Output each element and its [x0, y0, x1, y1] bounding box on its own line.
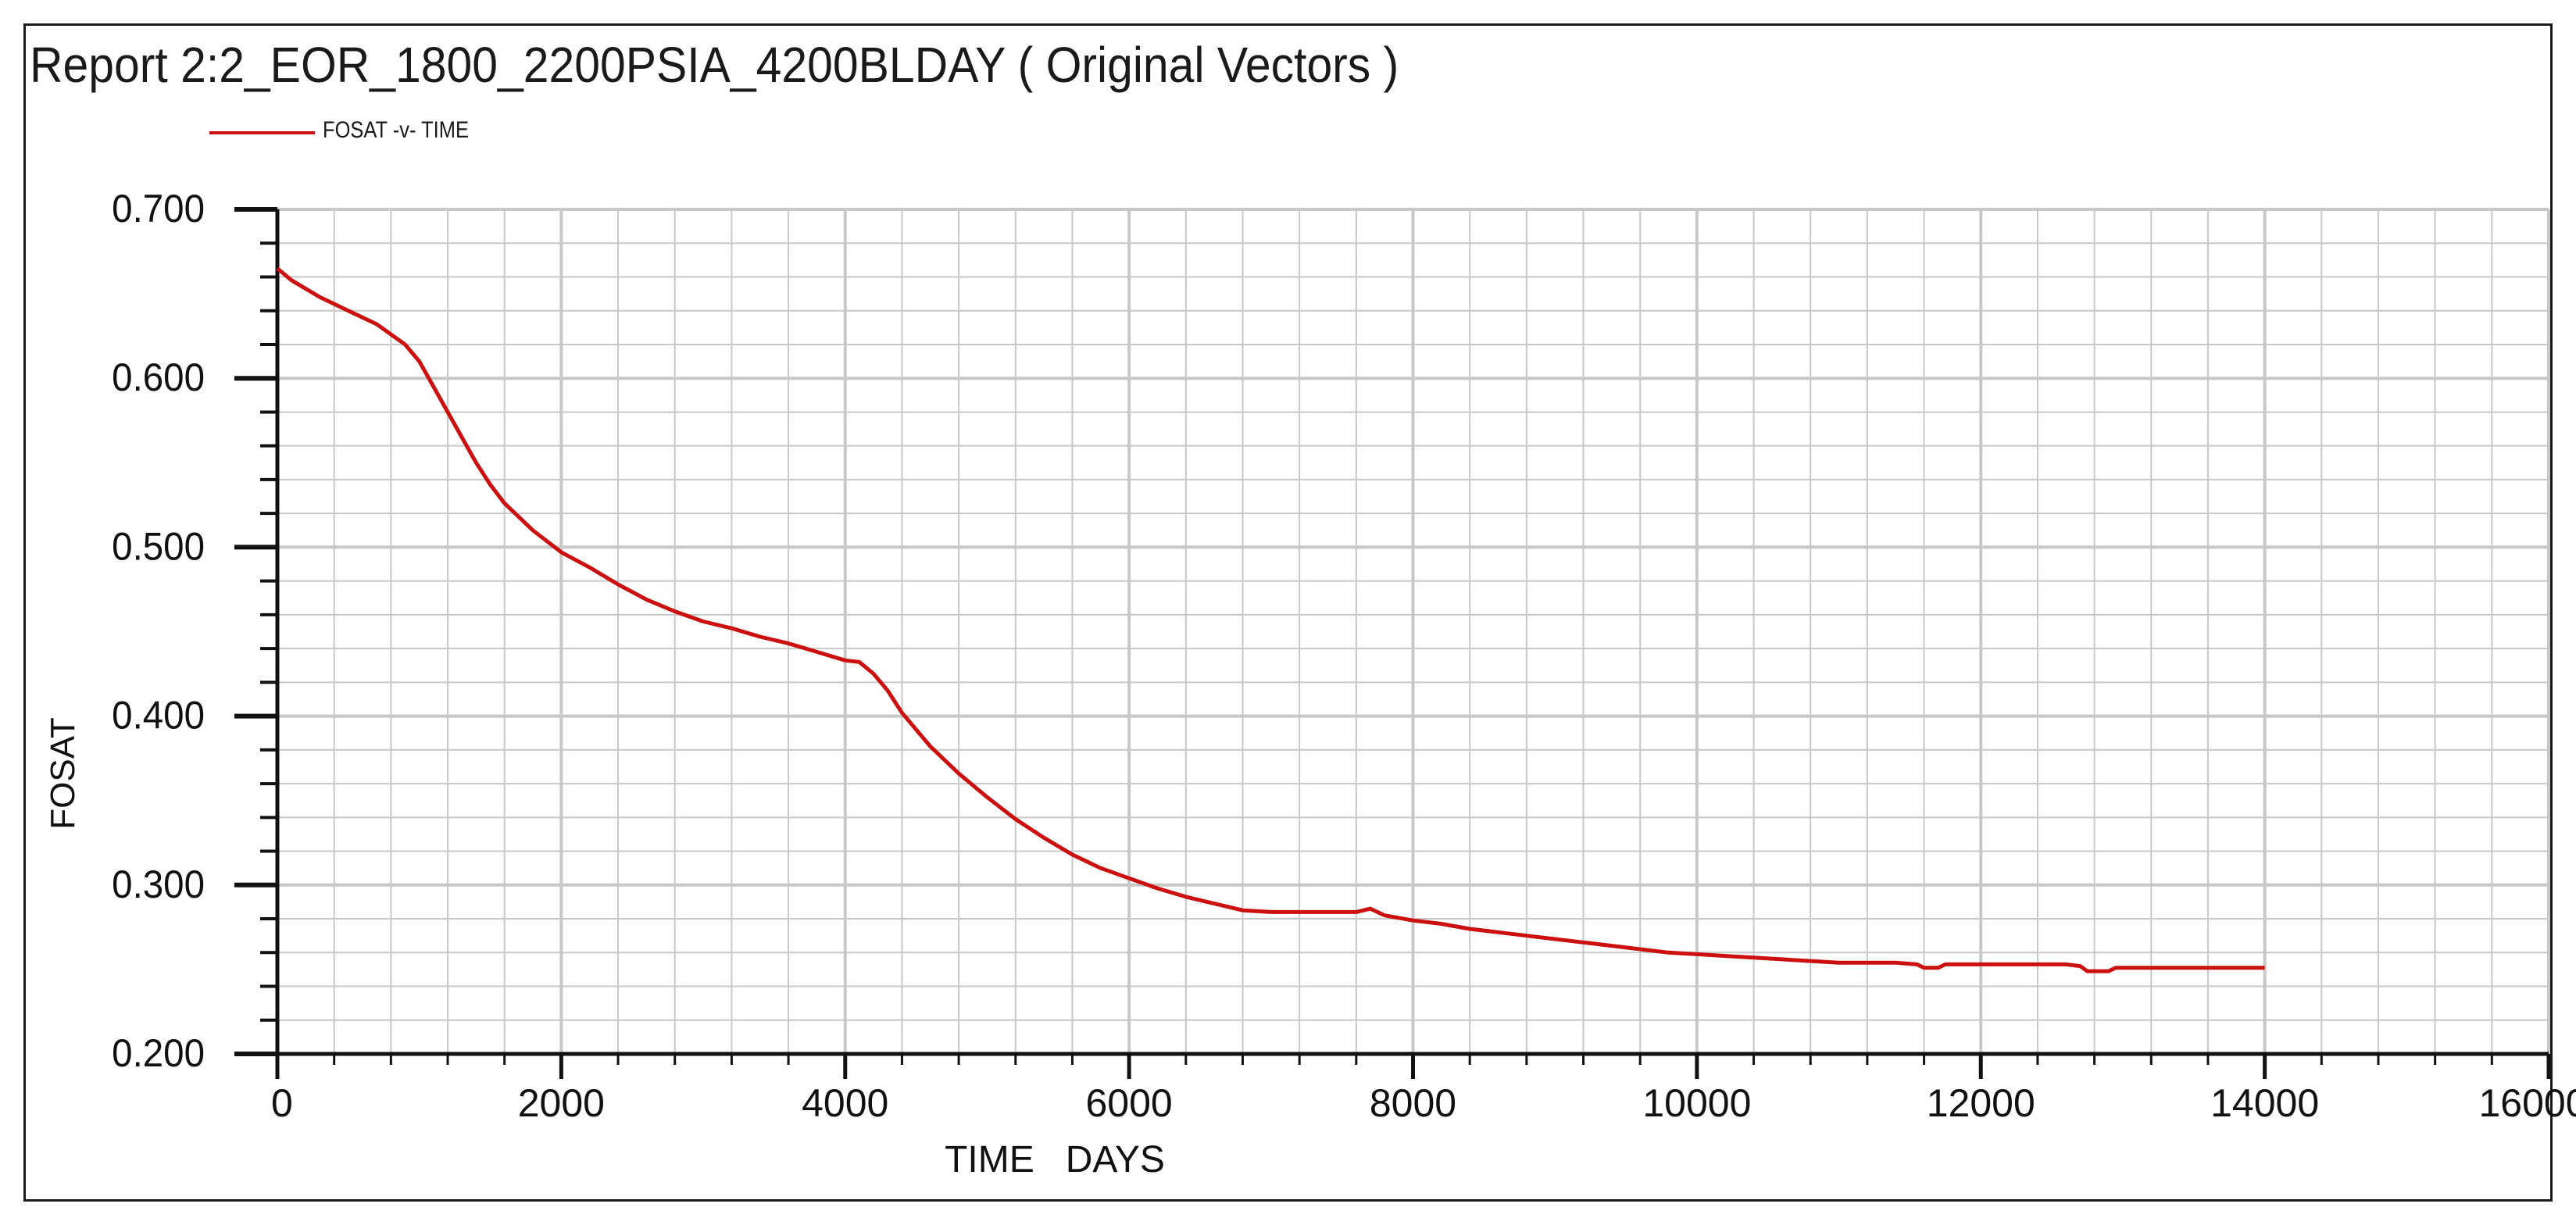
- x-tick-label: 0: [271, 1081, 293, 1125]
- x-tick-label: 4000: [802, 1081, 888, 1125]
- y-tick-label: 0.600: [112, 356, 205, 399]
- x-tick-label: 10000: [1642, 1081, 1751, 1125]
- chart-title: Report 2:2_EOR_1800_2200PSIA_4200BLDAY (…: [30, 37, 1399, 93]
- x-tick-label: 8000: [1370, 1081, 1456, 1125]
- x-axis-label: TIME DAYS: [945, 1139, 1165, 1180]
- legend-label: FOSAT -v- TIME: [323, 117, 470, 143]
- chart-frame: [23, 23, 2553, 1202]
- y-tick-label: 0.700: [112, 188, 205, 230]
- x-tick-label: 16000: [2478, 1081, 2576, 1125]
- y-tick-label: 0.400: [112, 695, 205, 738]
- series-line-fosat: [276, 266, 2265, 973]
- y-tick-label: 0.200: [112, 1032, 205, 1075]
- y-axis-label: FOSAT: [44, 717, 82, 829]
- y-tick-label: 0.500: [112, 525, 205, 568]
- x-tick-label: 2000: [518, 1081, 605, 1125]
- legend-swatch: [209, 131, 315, 134]
- x-tick-label: 14000: [2210, 1081, 2319, 1125]
- x-tick-label: 6000: [1086, 1081, 1173, 1125]
- y-tick-label: 0.300: [112, 863, 205, 906]
- x-tick-label: 12000: [1927, 1081, 2035, 1125]
